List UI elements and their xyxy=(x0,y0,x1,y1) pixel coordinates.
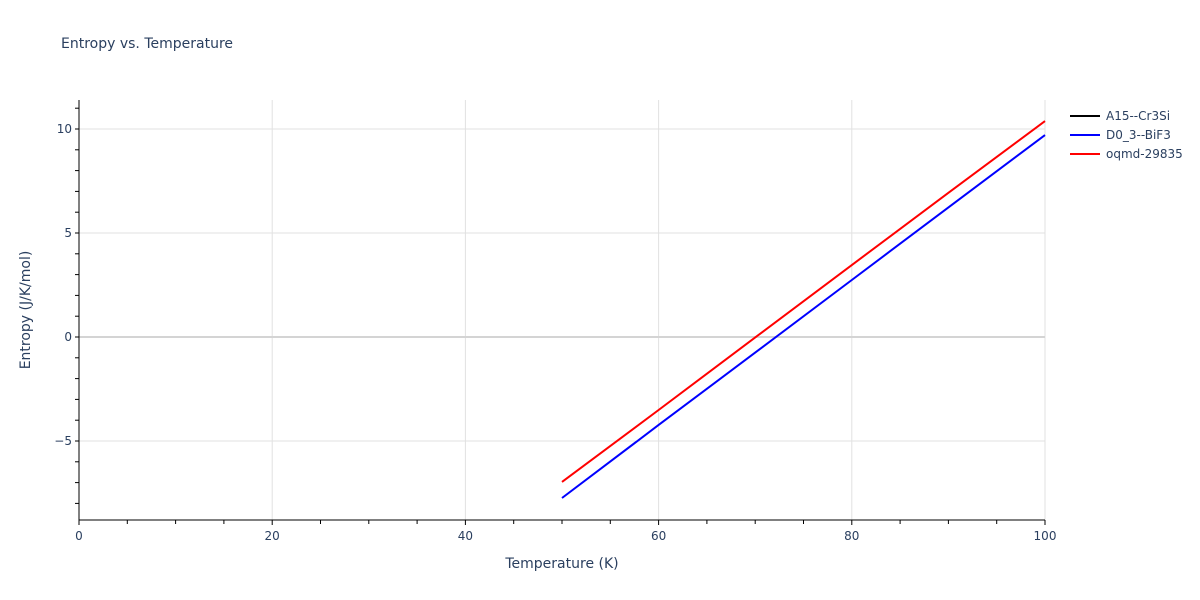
x-tick-label: 60 xyxy=(651,529,666,543)
series-line[interactable] xyxy=(561,134,1046,499)
y-tick-label: 5 xyxy=(64,226,72,240)
x-tick-label: 0 xyxy=(75,529,83,543)
chart-title: Entropy vs. Temperature xyxy=(61,36,234,52)
x-tick-label: 80 xyxy=(844,529,859,543)
legend[interactable]: A15--Cr3Si D0_3--BiF3 oqmd-29835 xyxy=(1070,106,1183,163)
y-axis-title: Entropy (J/K/mol) xyxy=(18,251,34,370)
legend-swatch-icon xyxy=(1070,133,1100,136)
x-tick-label: 100 xyxy=(1034,529,1057,543)
legend-item[interactable]: oqmd-29835 xyxy=(1070,144,1183,163)
legend-label: oqmd-29835 xyxy=(1106,146,1183,161)
x-tick-label: 20 xyxy=(265,529,280,543)
legend-item[interactable]: A15--Cr3Si xyxy=(1070,106,1183,125)
legend-label: D0_3--BiF3 xyxy=(1106,127,1171,142)
legend-label: A15--Cr3Si xyxy=(1106,108,1171,123)
legend-swatch-icon xyxy=(1070,152,1100,155)
legend-swatch-icon xyxy=(1070,114,1100,117)
x-tick-label: 40 xyxy=(458,529,473,543)
y-tick-label: 10 xyxy=(57,122,72,136)
series-line[interactable] xyxy=(561,120,1046,483)
y-tick-label: −5 xyxy=(54,434,72,448)
y-tick-label: 0 xyxy=(64,330,72,344)
legend-item[interactable]: D0_3--BiF3 xyxy=(1070,125,1183,144)
x-axis-title: Temperature (K) xyxy=(504,556,618,572)
